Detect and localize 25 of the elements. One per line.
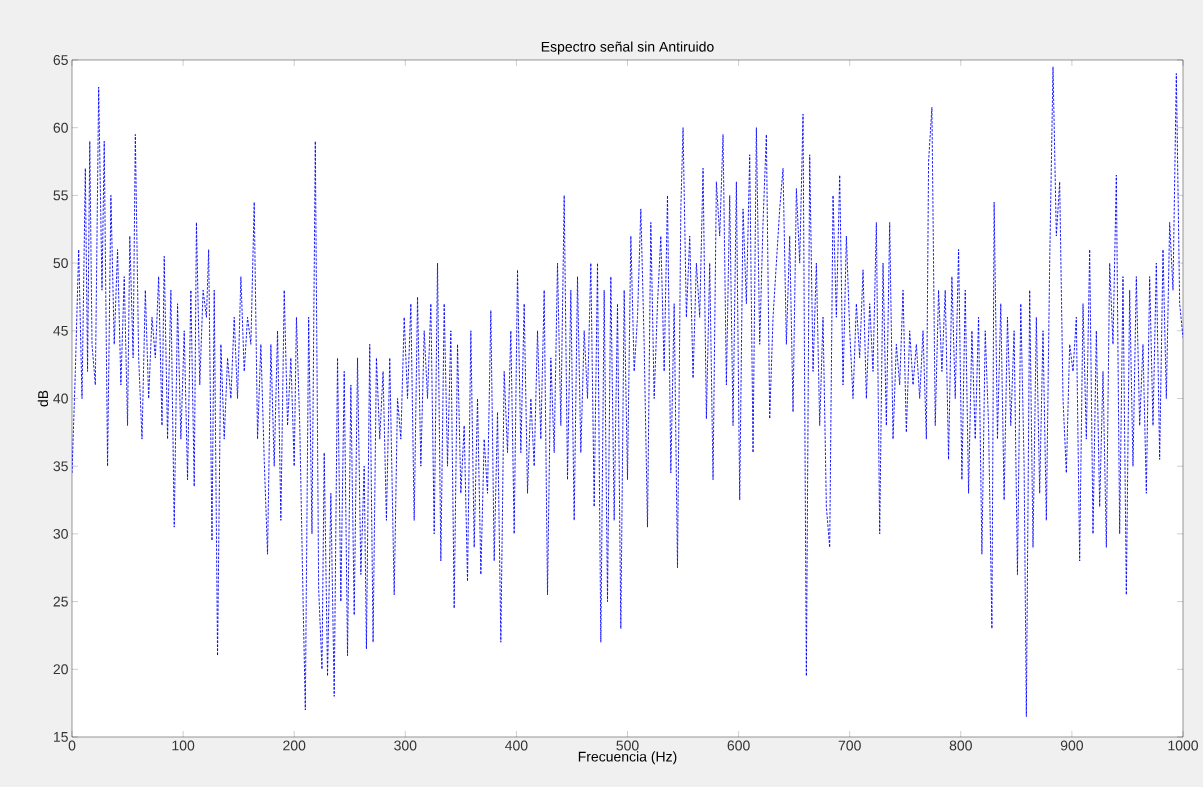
x-tick-label: 200 <box>283 740 306 751</box>
y-tick-label: 25 <box>53 596 68 607</box>
y-tick-label: 30 <box>53 528 68 539</box>
y-tick-label: 60 <box>53 122 68 133</box>
y-tick-label: 65 <box>53 55 68 65</box>
y-tick-label: 50 <box>53 258 68 269</box>
chart-title: Espectro señal sin Antiruido <box>541 41 714 55</box>
x-tick-label: 800 <box>949 740 972 751</box>
y-tick-label: 15 <box>53 732 68 742</box>
y-tick-label: 20 <box>53 664 68 675</box>
x-tick-label: 300 <box>394 740 417 751</box>
x-tick-label: 600 <box>727 740 750 751</box>
x-tick-label: 100 <box>172 740 195 751</box>
x-tick-label: 400 <box>505 740 528 751</box>
y-axis-title: dB <box>37 390 49 407</box>
x-tick-label: 700 <box>838 740 861 751</box>
y-tick-label: 35 <box>53 461 68 472</box>
x-tick-label: 0 <box>68 740 76 751</box>
x-tick-label: 1000 <box>1168 740 1199 751</box>
y-tick-label: 40 <box>53 393 68 404</box>
y-tick-label: 55 <box>53 190 68 201</box>
y-tick-label: 45 <box>53 325 68 336</box>
x-tick-label: 500 <box>616 740 639 751</box>
x-axis-title: Frecuencia (Hz) <box>578 751 677 765</box>
x-tick-label: 900 <box>1060 740 1084 751</box>
